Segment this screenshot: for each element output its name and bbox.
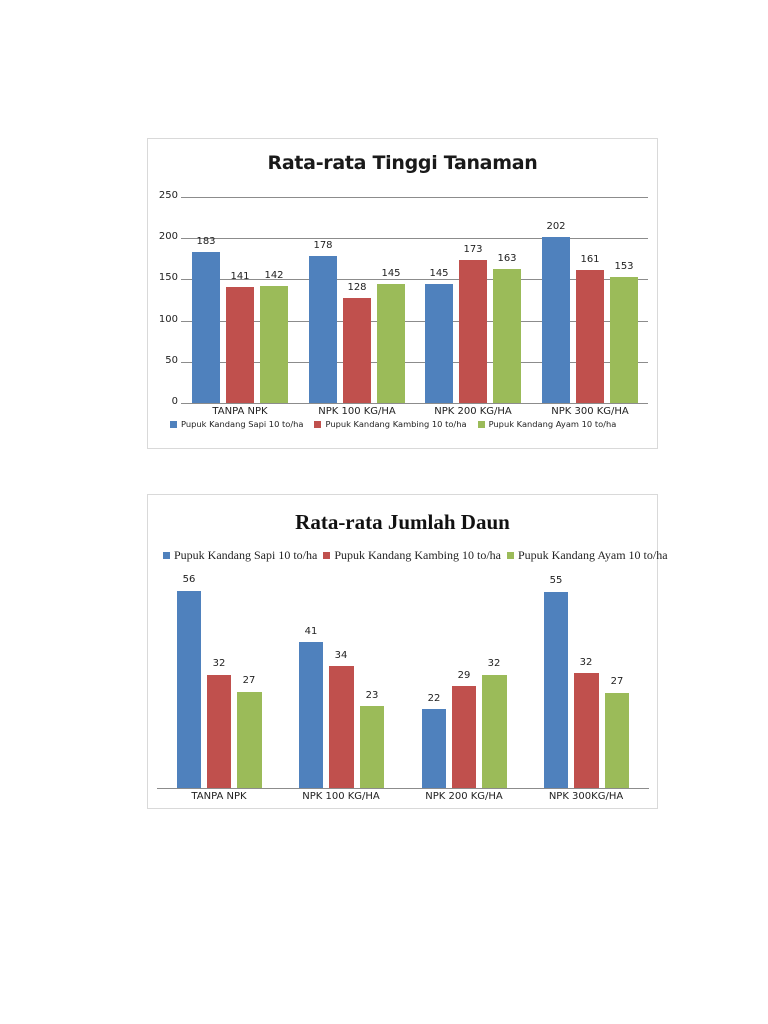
y-tick: 50 <box>165 355 178 366</box>
legend-item-sapi: Pupuk Kandang Sapi 10 to/ha <box>163 548 317 563</box>
bar-sapi-npk-200 <box>425 284 453 403</box>
bar-kambing-npk-100 <box>329 666 354 788</box>
data-label: 29 <box>457 670 471 681</box>
legend-item-ayam: Pupuk Kandang Ayam 10 to/ha <box>477 419 617 429</box>
gridline-50 <box>181 362 648 363</box>
bar-kambing-tanpa-npk <box>207 675 231 788</box>
chart-legend: Pupuk Kandang Sapi 10 to/ha Pupuk Kandan… <box>163 548 668 563</box>
legend-label: Pupuk Kandang Kambing 10 to/ha <box>325 419 467 429</box>
bar-ayam-tanpa-npk <box>237 692 262 788</box>
data-label: 145 <box>381 268 401 279</box>
x-axis-label: NPK 200 KG/HA <box>425 791 503 802</box>
bar-kambing-npk-200 <box>452 686 476 788</box>
bar-ayam-npk-300 <box>605 693 629 788</box>
gridline-200 <box>181 238 648 239</box>
legend-swatch-green-icon <box>506 552 514 559</box>
data-label: 41 <box>304 626 318 637</box>
bar-kambing-npk-200 <box>459 260 487 403</box>
data-label: 163 <box>497 253 517 264</box>
y-tick: 100 <box>158 314 178 325</box>
bar-ayam-npk-200 <box>482 675 507 788</box>
data-label: 161 <box>580 254 600 265</box>
data-label: 153 <box>614 261 634 272</box>
bar-kambing-tanpa-npk <box>226 287 254 403</box>
x-axis-label: TANPA NPK <box>191 791 247 802</box>
x-axis-label: NPK 300 KG/HA <box>551 406 629 417</box>
bar-ayam-npk-100 <box>360 706 384 788</box>
data-label: 27 <box>610 676 624 687</box>
bar-sapi-npk-300 <box>544 592 568 788</box>
data-label: 141 <box>230 271 250 282</box>
gridline-150 <box>181 279 648 280</box>
legend-label: Pupuk Kandang Sapi 10 to/ha <box>174 548 318 562</box>
legend-label: Pupuk Kandang Sapi 10 to/ha <box>181 419 304 429</box>
data-label: 178 <box>313 240 333 251</box>
y-tick: 200 <box>158 231 178 242</box>
gridline-250 <box>181 197 648 198</box>
data-label: 22 <box>427 693 441 704</box>
bar-sapi-tanpa-npk <box>177 591 201 788</box>
data-label: 56 <box>182 574 196 585</box>
data-label: 55 <box>549 575 563 586</box>
legend-item-kambing: Pupuk Kandang Kambing 10 to/ha <box>314 419 467 429</box>
legend-label: Pupuk Kandang Ayam 10 to/ha <box>488 419 617 429</box>
legend-swatch-blue-icon <box>163 552 170 559</box>
x-axis-label: NPK 100 KG/HA <box>302 791 380 802</box>
data-label: 27 <box>242 675 256 686</box>
legend-swatch-green-icon <box>477 420 485 428</box>
data-label: 145 <box>429 268 449 279</box>
data-label: 23 <box>365 690 379 701</box>
x-axis-label: NPK 100 KG/HA <box>318 406 396 417</box>
legend-label: Pupuk Kandang Kambing 10 to/ha <box>334 548 501 562</box>
bar-kambing-npk-300 <box>576 270 604 403</box>
x-axis-line <box>157 788 649 789</box>
x-axis-label: TANPA NPK <box>212 406 268 417</box>
chart-legend: Pupuk Kandang Sapi 10 to/ha Pupuk Kandan… <box>170 419 616 429</box>
bar-kambing-npk-100 <box>343 298 371 403</box>
bar-ayam-tanpa-npk <box>260 286 288 403</box>
legend-swatch-red-icon <box>323 552 331 559</box>
legend-swatch-blue-icon <box>170 420 177 428</box>
bar-sapi-npk-100 <box>299 642 323 788</box>
bar-sapi-tanpa-npk <box>192 252 220 403</box>
bar-ayam-npk-100 <box>377 284 405 403</box>
bar-ayam-npk-300 <box>610 277 638 403</box>
legend-item-ayam: Pupuk Kandang Ayam 10 to/ha <box>506 548 668 563</box>
data-label: 202 <box>546 221 566 232</box>
chart-title: Rata-rata Tinggi Tanaman <box>267 152 538 174</box>
x-axis-label: NPK 200 KG/HA <box>434 406 512 417</box>
chart-title: Rata-rata Jumlah Daun <box>295 510 510 534</box>
legend-swatch-red-icon <box>314 420 322 428</box>
data-label: 32 <box>487 658 501 669</box>
data-label: 128 <box>347 282 367 293</box>
legend-label: Pupuk Kandang Ayam 10 to/ha <box>517 548 668 562</box>
gridline-100 <box>181 321 648 322</box>
chart-jumlah-daun: Rata-rata Jumlah Daun Pupuk Kandang Sapi… <box>147 494 668 809</box>
data-label: 173 <box>463 244 483 255</box>
data-label: 32 <box>212 658 226 669</box>
bar-ayam-npk-200 <box>493 269 521 403</box>
bar-sapi-npk-300 <box>542 237 570 403</box>
chart-tinggi-tanaman: Rata-rata Tinggi Tanaman 250 200 150 100… <box>147 138 658 449</box>
y-tick: 250 <box>158 190 178 201</box>
data-label: 32 <box>579 657 593 668</box>
bar-sapi-npk-100 <box>309 256 337 403</box>
legend-item-sapi: Pupuk Kandang Sapi 10 to/ha <box>170 419 303 429</box>
y-tick: 0 <box>171 396 178 407</box>
data-label: 142 <box>264 270 284 281</box>
data-label: 183 <box>196 236 216 247</box>
y-tick: 150 <box>158 272 178 283</box>
legend-item-kambing: Pupuk Kandang Kambing 10 to/ha <box>323 548 501 563</box>
bar-sapi-npk-200 <box>422 709 446 788</box>
bar-kambing-npk-300 <box>574 673 599 788</box>
x-axis-label: NPK 300KG/HA <box>548 791 624 802</box>
data-label: 34 <box>334 650 348 661</box>
x-axis-line <box>181 403 648 404</box>
